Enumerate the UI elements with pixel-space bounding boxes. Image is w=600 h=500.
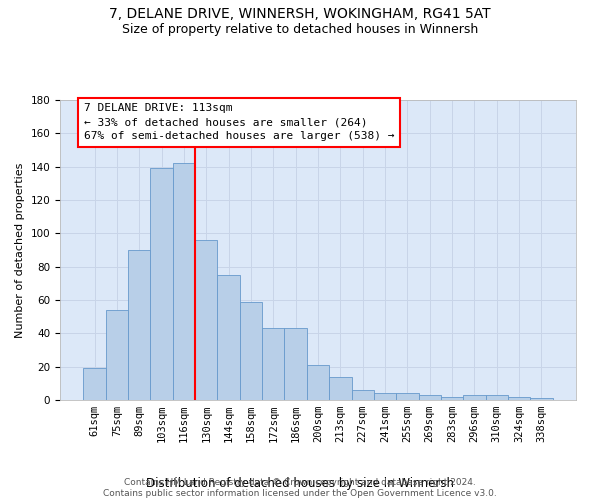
Bar — [106, 310, 128, 400]
Y-axis label: Number of detached properties: Number of detached properties — [15, 162, 25, 338]
Bar — [284, 328, 307, 400]
Bar — [441, 396, 463, 400]
Bar — [530, 398, 553, 400]
Bar — [262, 328, 284, 400]
Bar — [463, 395, 485, 400]
Bar — [396, 394, 419, 400]
Text: 7 DELANE DRIVE: 113sqm
← 33% of detached houses are smaller (264)
67% of semi-de: 7 DELANE DRIVE: 113sqm ← 33% of detached… — [83, 104, 394, 142]
Bar — [307, 365, 329, 400]
Bar — [419, 395, 441, 400]
Bar — [217, 275, 240, 400]
Bar — [485, 395, 508, 400]
Bar — [83, 368, 106, 400]
Text: 7, DELANE DRIVE, WINNERSH, WOKINGHAM, RG41 5AT: 7, DELANE DRIVE, WINNERSH, WOKINGHAM, RG… — [109, 8, 491, 22]
Bar — [374, 394, 396, 400]
Bar — [173, 164, 195, 400]
Bar — [151, 168, 173, 400]
Bar — [329, 376, 352, 400]
Bar — [195, 240, 217, 400]
Text: Size of property relative to detached houses in Winnersh: Size of property relative to detached ho… — [122, 22, 478, 36]
Bar — [508, 396, 530, 400]
Bar — [240, 302, 262, 400]
Text: Distribution of detached houses by size in Winnersh: Distribution of detached houses by size … — [146, 477, 454, 490]
Bar — [352, 390, 374, 400]
Text: Contains HM Land Registry data © Crown copyright and database right 2024.
Contai: Contains HM Land Registry data © Crown c… — [103, 478, 497, 498]
Bar — [128, 250, 151, 400]
